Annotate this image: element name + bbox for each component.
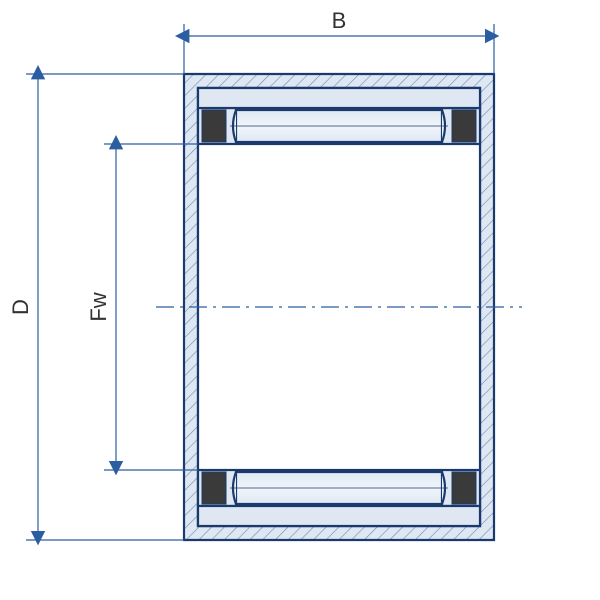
seal-left-bottom xyxy=(202,472,226,504)
seal-right-bottom xyxy=(452,472,476,504)
dim-label-fw: Fw xyxy=(86,292,111,321)
dim-label-d: D xyxy=(8,299,33,315)
seal-right-top xyxy=(452,110,476,142)
cage-top-strip xyxy=(198,88,480,108)
dim-label-b: B xyxy=(332,8,347,33)
cage-bottom-strip xyxy=(198,506,480,526)
seal-left-top xyxy=(202,110,226,142)
